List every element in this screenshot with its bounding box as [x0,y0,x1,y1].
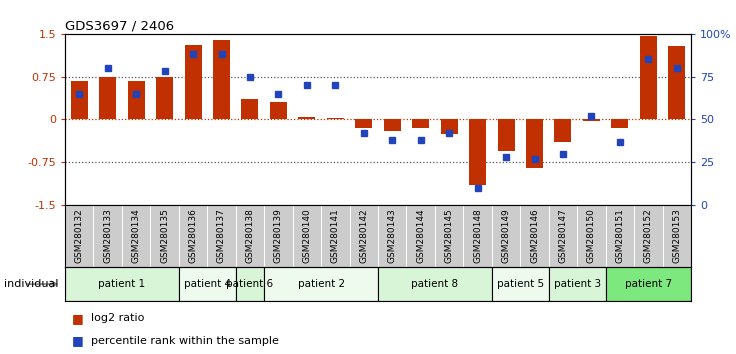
Text: GSM280147: GSM280147 [559,209,567,263]
Bar [498,120,514,151]
Text: percentile rank within the sample: percentile rank within the sample [91,336,279,346]
Text: GSM280138: GSM280138 [245,209,255,263]
Text: patient 3: patient 3 [553,279,601,289]
Bar [441,120,458,134]
Text: individual: individual [4,279,58,289]
Text: GSM280139: GSM280139 [274,209,283,263]
Bar [526,120,543,168]
Bar [469,120,486,185]
Text: patient 1: patient 1 [99,279,146,289]
Bar [99,76,116,120]
Bar [71,81,88,120]
Text: GSM280149: GSM280149 [501,209,511,263]
Bar [241,99,258,120]
Bar [583,120,600,121]
Text: ■: ■ [72,334,88,347]
Text: GSM280135: GSM280135 [160,209,169,263]
Bar [606,267,691,301]
Text: GSM280144: GSM280144 [416,209,425,263]
Text: GSM280153: GSM280153 [672,209,682,263]
Bar [179,267,236,301]
Bar [327,118,344,120]
Text: patient 7: patient 7 [625,279,672,289]
Text: GSM280141: GSM280141 [330,209,340,263]
Bar [383,120,401,131]
Bar [492,267,549,301]
Bar [668,46,685,120]
Text: GSM280140: GSM280140 [302,209,311,263]
Bar [554,120,571,142]
Text: GSM280142: GSM280142 [359,209,368,263]
Bar [270,102,287,120]
Text: patient 5: patient 5 [497,279,544,289]
Bar [612,120,629,128]
Bar [156,76,173,120]
Bar [640,36,657,120]
Text: GSM280143: GSM280143 [388,209,397,263]
Bar [355,120,372,128]
Text: GDS3697 / 2406: GDS3697 / 2406 [65,19,174,33]
Bar [185,45,202,120]
Bar [127,81,145,120]
Text: GSM280146: GSM280146 [530,209,539,263]
Text: patient 6: patient 6 [227,279,274,289]
Text: patient 2: patient 2 [297,279,344,289]
Bar [378,267,492,301]
Bar [264,267,378,301]
Text: patient 4: patient 4 [184,279,231,289]
Text: GSM280137: GSM280137 [217,209,226,263]
Bar [549,267,606,301]
Text: patient 8: patient 8 [411,279,459,289]
Text: ■: ■ [72,312,88,325]
Text: GSM280136: GSM280136 [188,209,197,263]
Text: GSM280145: GSM280145 [445,209,453,263]
Text: GSM280150: GSM280150 [587,209,596,263]
Bar [412,120,429,128]
Bar [298,116,316,120]
Text: log2 ratio: log2 ratio [91,313,144,323]
Text: GSM280151: GSM280151 [615,209,624,263]
Text: GSM280133: GSM280133 [103,209,112,263]
Text: GSM280148: GSM280148 [473,209,482,263]
Bar [213,40,230,120]
Bar [65,267,179,301]
Text: GSM280134: GSM280134 [132,209,141,263]
Text: GSM280152: GSM280152 [644,209,653,263]
Text: GSM280132: GSM280132 [75,209,84,263]
Bar [236,267,264,301]
